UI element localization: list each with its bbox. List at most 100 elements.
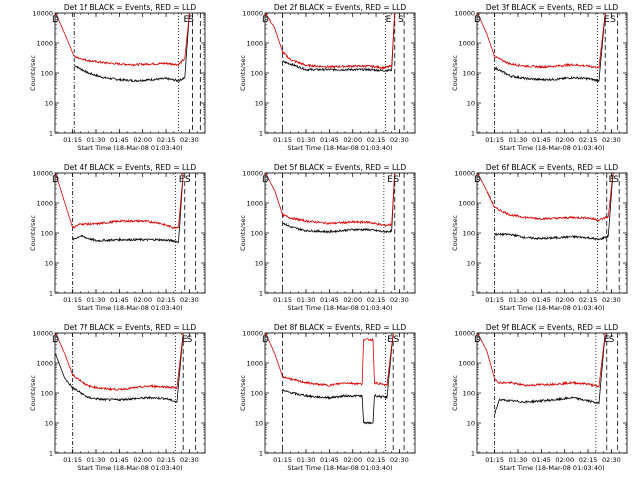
panel-title: Det 7f BLACK = Events, RED = LLD (64, 323, 197, 332)
plot-frame (264, 172, 416, 294)
x-tick-label: 02:00 (555, 456, 574, 464)
x-tick-label: 02:15 (157, 296, 176, 304)
plot-frame (54, 12, 206, 134)
y-tick-label: 10000 (454, 329, 475, 337)
x-axis-label: Start Time (18-Mar-08 01:03:40) (287, 464, 392, 472)
x-tick-label: 01:30 (87, 456, 106, 464)
y-axis-label: Counts/sec (29, 375, 37, 411)
detector-panel: Det 1f BLACK = Events, RED = LLD 1 10 100 10… (29, 3, 206, 152)
x-tick-label: 01:30 (297, 456, 316, 464)
x-tick-label: 01:30 (87, 136, 106, 144)
detector-panel: Det 6f BLACK = Events, RED = LLD 1 10 100 10… (451, 163, 628, 312)
x-tick-label: 02:30 (180, 296, 199, 304)
plot-frame (476, 332, 628, 454)
x-axis-label: Start Time (18-Mar-08 01:03:40) (77, 464, 182, 472)
y-tick-label: 100 (41, 69, 53, 77)
phase-marker-e: E (386, 15, 392, 25)
y-tick-label: 1 (471, 449, 475, 457)
x-tick-label: 01:30 (297, 136, 316, 144)
y-tick-label: 100 (251, 389, 263, 397)
y-tick-label: 10 (45, 419, 53, 427)
plot-frame (476, 12, 628, 134)
x-axis-label: Start Time (18-Mar-08 01:03:40) (499, 464, 604, 472)
y-axis-label: Counts/sec (451, 55, 459, 91)
x-tick-label: 01:15 (485, 136, 504, 144)
events-series-line (494, 13, 606, 83)
x-tick-label: 02:30 (180, 136, 199, 144)
phase-marker-e: E (183, 15, 189, 25)
events-series-line (282, 333, 394, 425)
phase-marker-d: D (52, 335, 59, 345)
phase-marker-s: S (609, 335, 615, 345)
x-tick-label: 02:30 (390, 296, 409, 304)
x-axis-label: Start Time (18-Mar-08 01:03:40) (77, 304, 182, 312)
events-series-line (282, 173, 396, 234)
x-tick-label: 01:15 (485, 456, 504, 464)
plot-frame (264, 12, 416, 134)
detector-panel: Det 2f BLACK = Events, RED = LLD 1 10 100 10… (239, 3, 416, 152)
y-tick-label: 100 (41, 229, 53, 237)
x-tick-label: 01:30 (509, 456, 528, 464)
y-tick-label: 1000 (458, 199, 475, 207)
x-tick-label: 02:30 (602, 456, 621, 464)
x-tick-label: 01:30 (509, 136, 528, 144)
phase-marker-s: S (613, 175, 619, 185)
y-tick-label: 1000 (246, 359, 263, 367)
y-tick-label: 10000 (32, 169, 53, 177)
y-tick-label: 10 (45, 259, 53, 267)
x-tick-label: 02:30 (390, 456, 409, 464)
y-tick-label: 10 (467, 259, 475, 267)
events-series-line (74, 13, 190, 83)
phase-marker-s: S (398, 15, 404, 25)
x-tick-label: 02:30 (390, 136, 409, 144)
panel-title: Det 9f BLACK = Events, RED = LLD (486, 323, 619, 332)
x-axis-label: Start Time (18-Mar-08 01:03:40) (287, 144, 392, 152)
y-tick-label: 10 (255, 419, 263, 427)
phase-marker-d: D (262, 335, 269, 345)
x-tick-label: 02:15 (579, 456, 598, 464)
x-tick-label: 01:15 (273, 136, 292, 144)
lld-series-line (265, 173, 396, 227)
x-tick-label: 01:15 (273, 296, 292, 304)
detector-panel: Det 9f BLACK = Events, RED = LLD 1 10 100 10… (451, 323, 628, 472)
x-tick-label: 01:30 (509, 296, 528, 304)
x-tick-label: 01:15 (485, 296, 504, 304)
panel-title: Det 4f BLACK = Events, RED = LLD (64, 163, 197, 172)
x-axis-label: Start Time (18-Mar-08 01:03:40) (499, 144, 604, 152)
y-axis-label: Counts/sec (29, 215, 37, 251)
phase-marker-s: S (188, 15, 194, 25)
y-tick-label: 10000 (242, 169, 263, 177)
detector-panel: Det 7f BLACK = Events, RED = LLD 1 10 100 10… (29, 323, 206, 472)
x-tick-label: 01:45 (320, 136, 339, 144)
y-tick-label: 1000 (36, 359, 53, 367)
phase-marker-s: S (185, 175, 191, 185)
events-series-line (282, 13, 396, 73)
x-tick-label: 01:45 (532, 136, 551, 144)
x-tick-label: 02:30 (602, 136, 621, 144)
y-tick-label: 1000 (36, 199, 53, 207)
x-tick-label: 01:30 (87, 296, 106, 304)
y-tick-label: 1 (259, 129, 263, 137)
phase-marker-s: S (187, 335, 193, 345)
y-axis-label: Counts/sec (451, 215, 459, 251)
x-tick-label: 02:15 (579, 296, 598, 304)
lld-series-line (477, 333, 606, 388)
y-tick-label: 1000 (458, 359, 475, 367)
lld-series-line (265, 333, 394, 387)
phase-marker-d: D (52, 15, 59, 25)
x-tick-label: 02:00 (343, 296, 362, 304)
detector-panel: Det 8f BLACK = Events, RED = LLD 1 10 100 10… (239, 323, 416, 472)
y-tick-label: 1000 (246, 39, 263, 47)
x-tick-label: 02:00 (133, 296, 152, 304)
panel-title: Det 2f BLACK = Events, RED = LLD (274, 3, 407, 12)
lld-series-line (477, 173, 614, 222)
x-tick-label: 02:15 (367, 296, 386, 304)
panel-title: Det 3f BLACK = Events, RED = LLD (486, 3, 619, 12)
x-tick-label: 01:45 (320, 296, 339, 304)
y-tick-label: 10000 (32, 329, 53, 337)
phase-marker-d: D (474, 175, 481, 185)
y-tick-label: 1000 (246, 199, 263, 207)
y-tick-label: 1 (49, 129, 53, 137)
events-series-line (494, 333, 606, 415)
